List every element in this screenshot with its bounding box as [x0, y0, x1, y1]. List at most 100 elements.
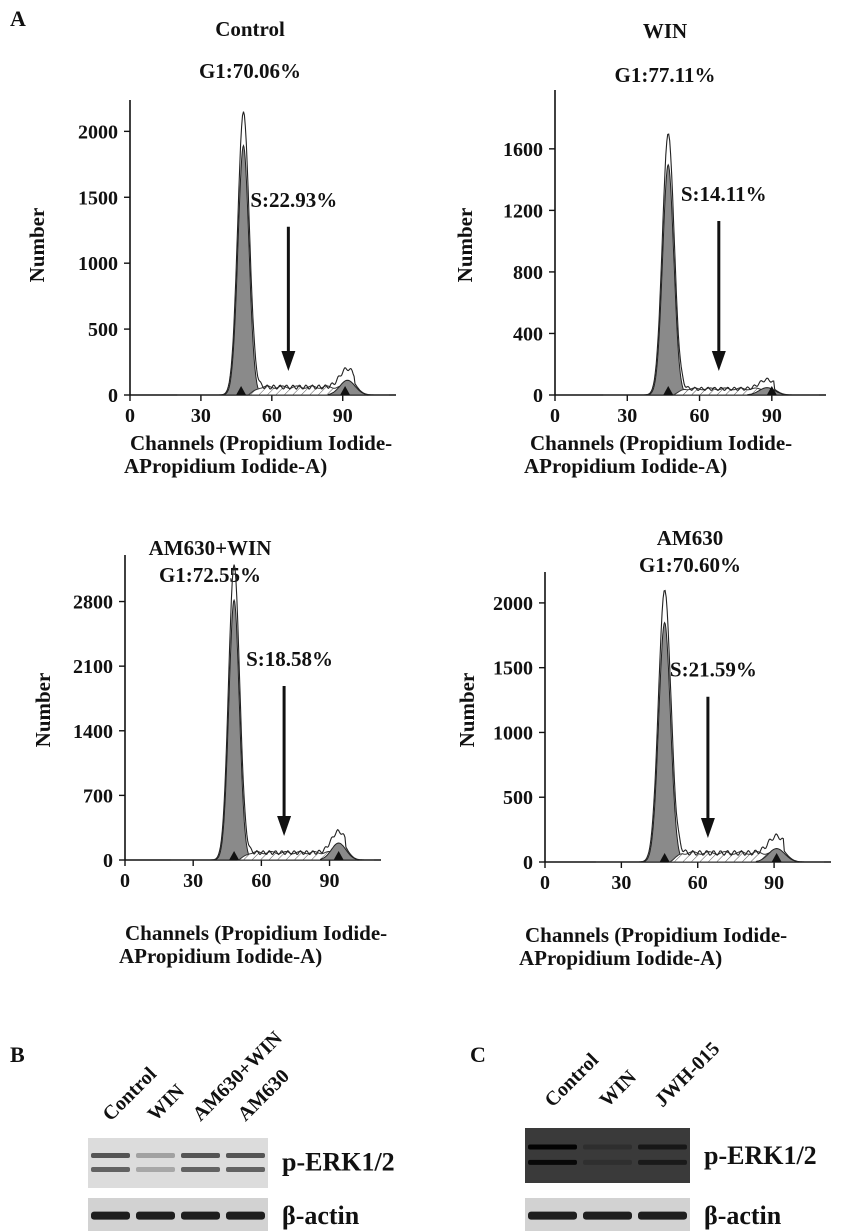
perk-band-lower	[583, 1159, 632, 1165]
y-axis-label: Number	[31, 673, 55, 748]
x-tick-label: 30	[183, 870, 203, 892]
actin-band	[181, 1211, 220, 1220]
s-percentage-label: S:22.93%	[250, 188, 337, 212]
g1-percentage-label: G1:70.06%	[199, 59, 301, 83]
panel-letter-c: C	[470, 1042, 486, 1067]
y-tick-label: 1200	[503, 200, 543, 222]
x-tick-label: 0	[540, 872, 550, 894]
arrow-head	[700, 818, 715, 838]
perk-band-lower	[528, 1159, 577, 1165]
peak-marker	[333, 851, 344, 860]
perk-blot-background	[525, 1128, 690, 1183]
g1-peak	[219, 144, 268, 396]
y-axis-label: Number	[453, 208, 477, 283]
arrow-head	[711, 351, 726, 371]
histogram-outline	[595, 589, 824, 863]
y-tick-label: 2100	[73, 656, 113, 678]
panel-letter-b: B	[10, 1042, 25, 1067]
peak-marker	[236, 386, 247, 395]
y-tick-label: 1000	[493, 722, 533, 744]
g1-percentage-label: G1:77.11%	[615, 63, 716, 87]
peak-marker	[771, 853, 782, 862]
arrow-head	[277, 816, 292, 836]
g1-peak	[211, 598, 257, 861]
histogram-am630-win: AM630+WIN G1:72.55% 0 700 1400 2100 2800 0 30 60 9…	[31, 536, 387, 968]
peak-marker	[663, 386, 674, 395]
s-percentage-label: S:18.58%	[246, 647, 333, 671]
histogram-win: WIN G1:77.11% 0 400 800 1200 1600 0 30 60 90 S:14.1…	[453, 19, 826, 478]
y-axis-label: Number	[455, 673, 479, 748]
y-tick-label: 0	[533, 385, 543, 407]
s-percentage-label: S:14.11%	[681, 182, 767, 206]
x-tick-label: 0	[125, 405, 135, 427]
perk-band-lower	[181, 1167, 220, 1172]
histogram-outline	[603, 133, 819, 396]
perk-band-upper	[226, 1153, 265, 1158]
y-tick-label: 1500	[78, 187, 118, 209]
x-tick-label: 30	[617, 405, 637, 427]
histogram-title: AM630+WIN	[149, 536, 272, 560]
y-tick-label: 1600	[503, 139, 543, 161]
y-axis-label: Number	[25, 208, 49, 283]
lane-label: WIN	[595, 1066, 641, 1112]
perk-label: p-ERK1/2	[704, 1141, 817, 1170]
perk-band-lower	[638, 1159, 687, 1165]
y-tick-label: 700	[83, 785, 113, 807]
perk-band-upper	[91, 1153, 130, 1158]
perk-band-upper	[583, 1144, 632, 1150]
y-tick-label: 1500	[493, 658, 533, 680]
panel-letter-a: A	[10, 6, 26, 31]
y-tick-label: 2000	[493, 593, 533, 615]
y-tick-label: 2800	[73, 592, 113, 614]
x-tick-label: 90	[764, 872, 784, 894]
x-tick-label: 30	[611, 872, 631, 894]
x-axis-label-line2: APropidium Iodide-A)	[119, 944, 322, 968]
perk-band-upper	[181, 1153, 220, 1158]
x-tick-label: 0	[120, 870, 130, 892]
peak-marker	[229, 851, 240, 860]
peak-marker	[659, 853, 670, 862]
y-tick-label: 0	[108, 385, 118, 407]
x-tick-label: 90	[320, 870, 340, 892]
x-axis-label-line1: Channels (Propidium Iodide-	[530, 431, 792, 455]
x-axis-label-line1: Channels (Propidium Iodide-	[130, 431, 392, 455]
actin-band	[226, 1211, 265, 1220]
y-tick-label: 1400	[73, 721, 113, 743]
g1-percentage-label: G1:72.55%	[159, 563, 261, 587]
actin-band	[91, 1211, 130, 1220]
y-tick-label: 0	[103, 850, 113, 872]
x-tick-label: 60	[688, 872, 708, 894]
s-percentage-label: S:21.59%	[670, 658, 757, 682]
x-axis-label-line1: Channels (Propidium Iodide-	[125, 921, 387, 945]
lane-label: Control	[540, 1049, 603, 1112]
perk-band-lower	[136, 1167, 175, 1172]
histogram-am630: AM630 G1:70.60% 0 500 1000 1500 2000 0 30 60 90 S:2…	[455, 526, 831, 970]
y-tick-label: 2000	[78, 121, 118, 143]
x-tick-label: 60	[251, 870, 271, 892]
x-tick-label: 30	[191, 405, 211, 427]
y-tick-label: 800	[513, 262, 543, 284]
y-tick-label: 500	[503, 787, 533, 809]
arrow-head	[281, 351, 296, 371]
histogram-title: Control	[215, 17, 285, 41]
y-tick-label: 500	[88, 319, 118, 341]
perk-band-upper	[528, 1144, 577, 1150]
y-tick-label: 400	[513, 323, 543, 345]
g1-percentage-label: G1:70.60%	[639, 553, 741, 577]
perk-label: p-ERK1/2	[282, 1148, 395, 1177]
actin-band	[583, 1211, 632, 1220]
actin-band	[638, 1211, 687, 1220]
perk-band-upper	[136, 1153, 175, 1158]
perk-blot-background	[88, 1138, 268, 1188]
actin-band	[528, 1211, 577, 1220]
histogram-title: AM630	[657, 526, 724, 550]
lane-label: JWH-015	[650, 1038, 724, 1112]
x-tick-label: 60	[262, 405, 282, 427]
y-tick-label: 1000	[78, 253, 118, 275]
peak-marker	[766, 386, 777, 395]
x-axis-label-line2: APropidium Iodide-A)	[519, 946, 722, 970]
histogram-outline	[177, 111, 390, 396]
